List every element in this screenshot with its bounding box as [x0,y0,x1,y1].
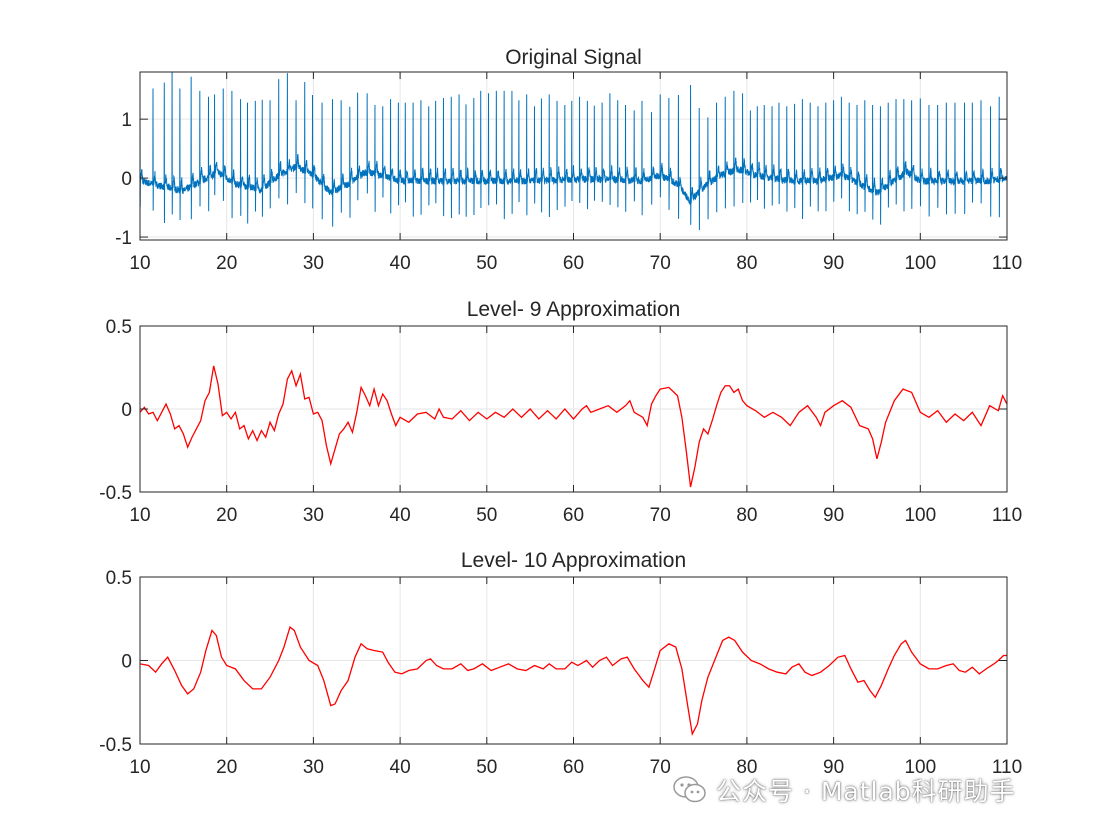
x-tick-label: 90 [823,253,844,274]
x-tick-label: 70 [650,757,671,778]
x-tick-label: 10 [129,253,150,274]
x-tick-label: 80 [736,505,757,526]
y-tick-label: -1 [115,228,132,249]
y-tick-label: 0 [121,400,132,421]
x-tick-label: 80 [736,253,757,274]
subplot-level9-approximation: 10 20 30 40 50 60 70 80 90 100 110 -0.5 0 0.5 Level- … [99,298,1022,526]
x-tick-label: 30 [303,757,324,778]
y-tick-label: 1 [121,110,132,131]
x-tick-label: 110 [992,505,1022,526]
x-tick-label: 10 [129,757,150,778]
x-tick-label: 100 [904,757,936,778]
subplot-original-signal: 10 20 30 40 50 60 70 80 90 100 110 -1 0 1 Original Si… [115,46,1022,274]
y-tick-label: 0 [121,169,132,190]
x-tick-label: 50 [476,253,497,274]
x-tick-label: 110 [992,253,1022,274]
x-tick-label: 60 [563,253,584,274]
x-tick-label: 20 [216,757,237,778]
x-tick-label: 40 [390,757,411,778]
series-line [140,365,1007,488]
y-tick-label: -0.5 [99,483,132,504]
x-tick-label: 20 [216,505,237,526]
x-tick-label: 40 [390,505,411,526]
series-line [140,72,1007,230]
watermark: 公众号 · Matlab科研助手 [672,770,1016,810]
x-tick-label: 10 [129,505,150,526]
x-tick-label: 70 [650,253,671,274]
x-tick-label: 70 [650,505,671,526]
x-tick-label: 20 [216,253,237,274]
x-tick-label: 50 [476,505,497,526]
x-tick-label: 30 [303,253,324,274]
x-tick-label: 60 [563,757,584,778]
wechat-icon [673,776,706,803]
x-tick-label: 90 [823,505,844,526]
subplot-title: Level- 9 Approximation [467,298,681,321]
x-tick-label: 40 [390,253,411,274]
x-tick-label: 100 [904,505,936,526]
y-tick-label: 0.5 [106,317,132,338]
y-tick-label: -0.5 [99,735,132,756]
x-tick-label: 60 [563,505,584,526]
y-tick-label: 0 [121,652,132,673]
x-tick-label: 100 [904,253,936,274]
x-tick-label: 50 [476,757,497,778]
watermark-text: 公众号 · Matlab科研助手 [716,777,1016,806]
y-tick-label: 0.5 [106,568,132,589]
x-tick-label: 110 [992,757,1022,778]
x-tick-label: 90 [823,757,844,778]
x-tick-label: 30 [303,505,324,526]
subplot-title: Original Signal [505,46,642,69]
subplot-level10-approximation: 10 20 30 40 50 60 70 80 90 100 110 -0.5 0 0.5 Level- … [99,549,1022,778]
series-line [140,626,1007,737]
x-tick-label: 80 [736,757,757,778]
subplot-title: Level- 10 Approximation [461,549,686,572]
